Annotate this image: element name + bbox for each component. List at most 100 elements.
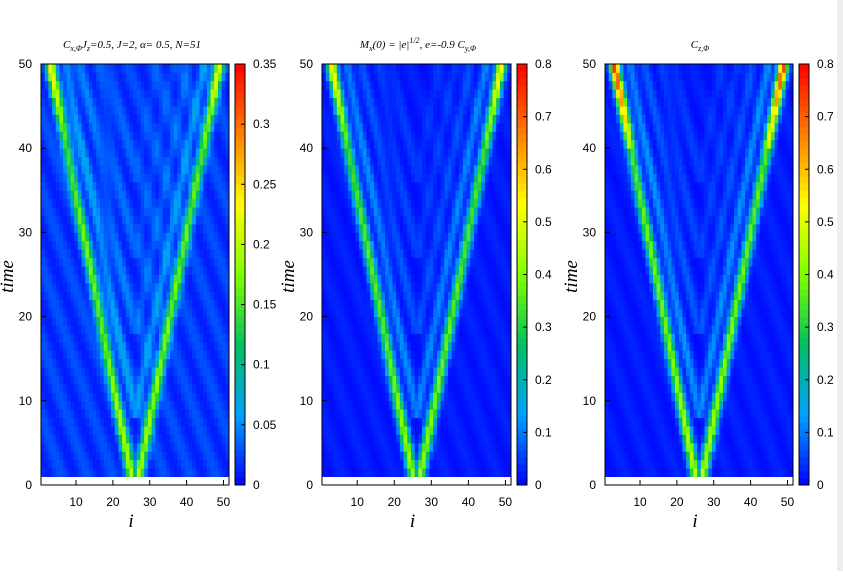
heatmap-cell (48, 224, 52, 233)
heatmap-cell (492, 115, 496, 124)
heatmap-cell (385, 308, 389, 317)
heatmap-cell (441, 266, 445, 275)
heatmap-cell (181, 182, 185, 191)
heatmap-cell (82, 72, 86, 81)
heatmap-cell (470, 367, 474, 376)
heatmap-cell (63, 359, 67, 368)
heatmap-cell (411, 333, 415, 342)
heatmap-cell (422, 426, 426, 435)
heatmap-cell (463, 131, 467, 140)
heatmap-cell (444, 359, 448, 368)
heatmap-cell (485, 401, 489, 410)
heatmap-cell (396, 115, 400, 124)
heatmap-cell (177, 409, 181, 418)
heatmap-cell (444, 182, 448, 191)
heatmap-cell (370, 317, 374, 326)
heatmap-cell (378, 367, 382, 376)
heatmap-cell (163, 207, 167, 216)
heatmap-cell (122, 367, 126, 376)
heatmap-cell (78, 418, 82, 427)
heatmap-cell (174, 148, 178, 157)
heatmap-cell (59, 275, 63, 284)
heatmap-cell (141, 443, 145, 452)
heatmap-cell (418, 325, 422, 334)
heatmap-cell (459, 376, 463, 385)
heatmap-cell (52, 342, 56, 351)
heatmap-cell (463, 477, 467, 486)
heatmap-cell (222, 199, 226, 208)
heatmap-cell (337, 359, 341, 368)
heatmap-cell (203, 98, 207, 107)
heatmap-cell (489, 258, 493, 267)
heatmap-cell (407, 443, 411, 452)
heatmap-cell (141, 258, 145, 267)
heatmap-cell (96, 140, 100, 149)
heatmap-cell (41, 460, 45, 469)
heatmap-cell (352, 384, 356, 393)
heatmap-cell (341, 148, 345, 157)
heatmap-cell (52, 258, 56, 267)
heatmap-cell (485, 384, 489, 393)
heatmap-cell (355, 460, 359, 469)
heatmap-cell (82, 199, 86, 208)
heatmap-cell (207, 342, 211, 351)
heatmap-cell (489, 266, 493, 275)
heatmap-cell (370, 98, 374, 107)
heatmap-cell (381, 392, 385, 401)
heatmap-cell (426, 232, 430, 241)
heatmap-cell (441, 131, 445, 140)
heatmap-cell (170, 275, 174, 284)
heatmap-cell (404, 468, 408, 477)
heatmap-cell (381, 224, 385, 233)
heatmap-cell (192, 241, 196, 250)
heatmap-cell (470, 300, 474, 309)
heatmap-cell (133, 426, 137, 435)
heatmap-cell (459, 350, 463, 359)
heatmap-cell (418, 173, 422, 182)
heatmap-cell (93, 182, 97, 191)
heatmap-cell (85, 173, 89, 182)
heatmap-cell (400, 426, 404, 435)
heatmap-cell (359, 401, 363, 410)
heatmap-cell (437, 367, 441, 376)
heatmap-cell (355, 182, 359, 191)
heatmap-cell (366, 241, 370, 250)
heatmap-cell (322, 384, 326, 393)
heatmap-cell (129, 367, 133, 376)
heatmap-cell (470, 308, 474, 317)
heatmap-cell (333, 148, 337, 157)
heatmap-cell (181, 308, 185, 317)
heatmap-cell (133, 443, 137, 452)
heatmap-cell (118, 182, 122, 191)
heatmap-cell (326, 342, 330, 351)
heatmap-cell (203, 232, 207, 241)
heatmap-cell (152, 384, 156, 393)
heatmap-cell (467, 98, 471, 107)
heatmap-cell (159, 157, 163, 166)
heatmap-cell (96, 232, 100, 241)
heatmap-cell (418, 207, 422, 216)
heatmap-cell (177, 182, 181, 191)
heatmap-cell (418, 258, 422, 267)
heatmap-cell (222, 106, 226, 115)
heatmap-cell (100, 308, 104, 317)
heatmap-cell (196, 232, 200, 241)
heatmap-cell (56, 308, 60, 317)
heatmap-cell (200, 333, 204, 342)
heatmap-cell (144, 376, 148, 385)
colorbar-segment (235, 415, 245, 423)
heatmap-cell (329, 317, 333, 326)
heatmap-cell (115, 359, 119, 368)
heatmap-cell (163, 249, 167, 258)
heatmap-cell (155, 291, 159, 300)
heatmap-cell (341, 359, 345, 368)
heatmap-cell (67, 249, 71, 258)
heatmap-cell (392, 148, 396, 157)
heatmap-cell (467, 333, 471, 342)
heatmap-cell (70, 182, 74, 191)
heatmap-cell (63, 460, 67, 469)
heatmap-cell (437, 165, 441, 174)
heatmap-cell (93, 384, 97, 393)
heatmap-cell (177, 426, 181, 435)
heatmap-cell (222, 342, 226, 351)
